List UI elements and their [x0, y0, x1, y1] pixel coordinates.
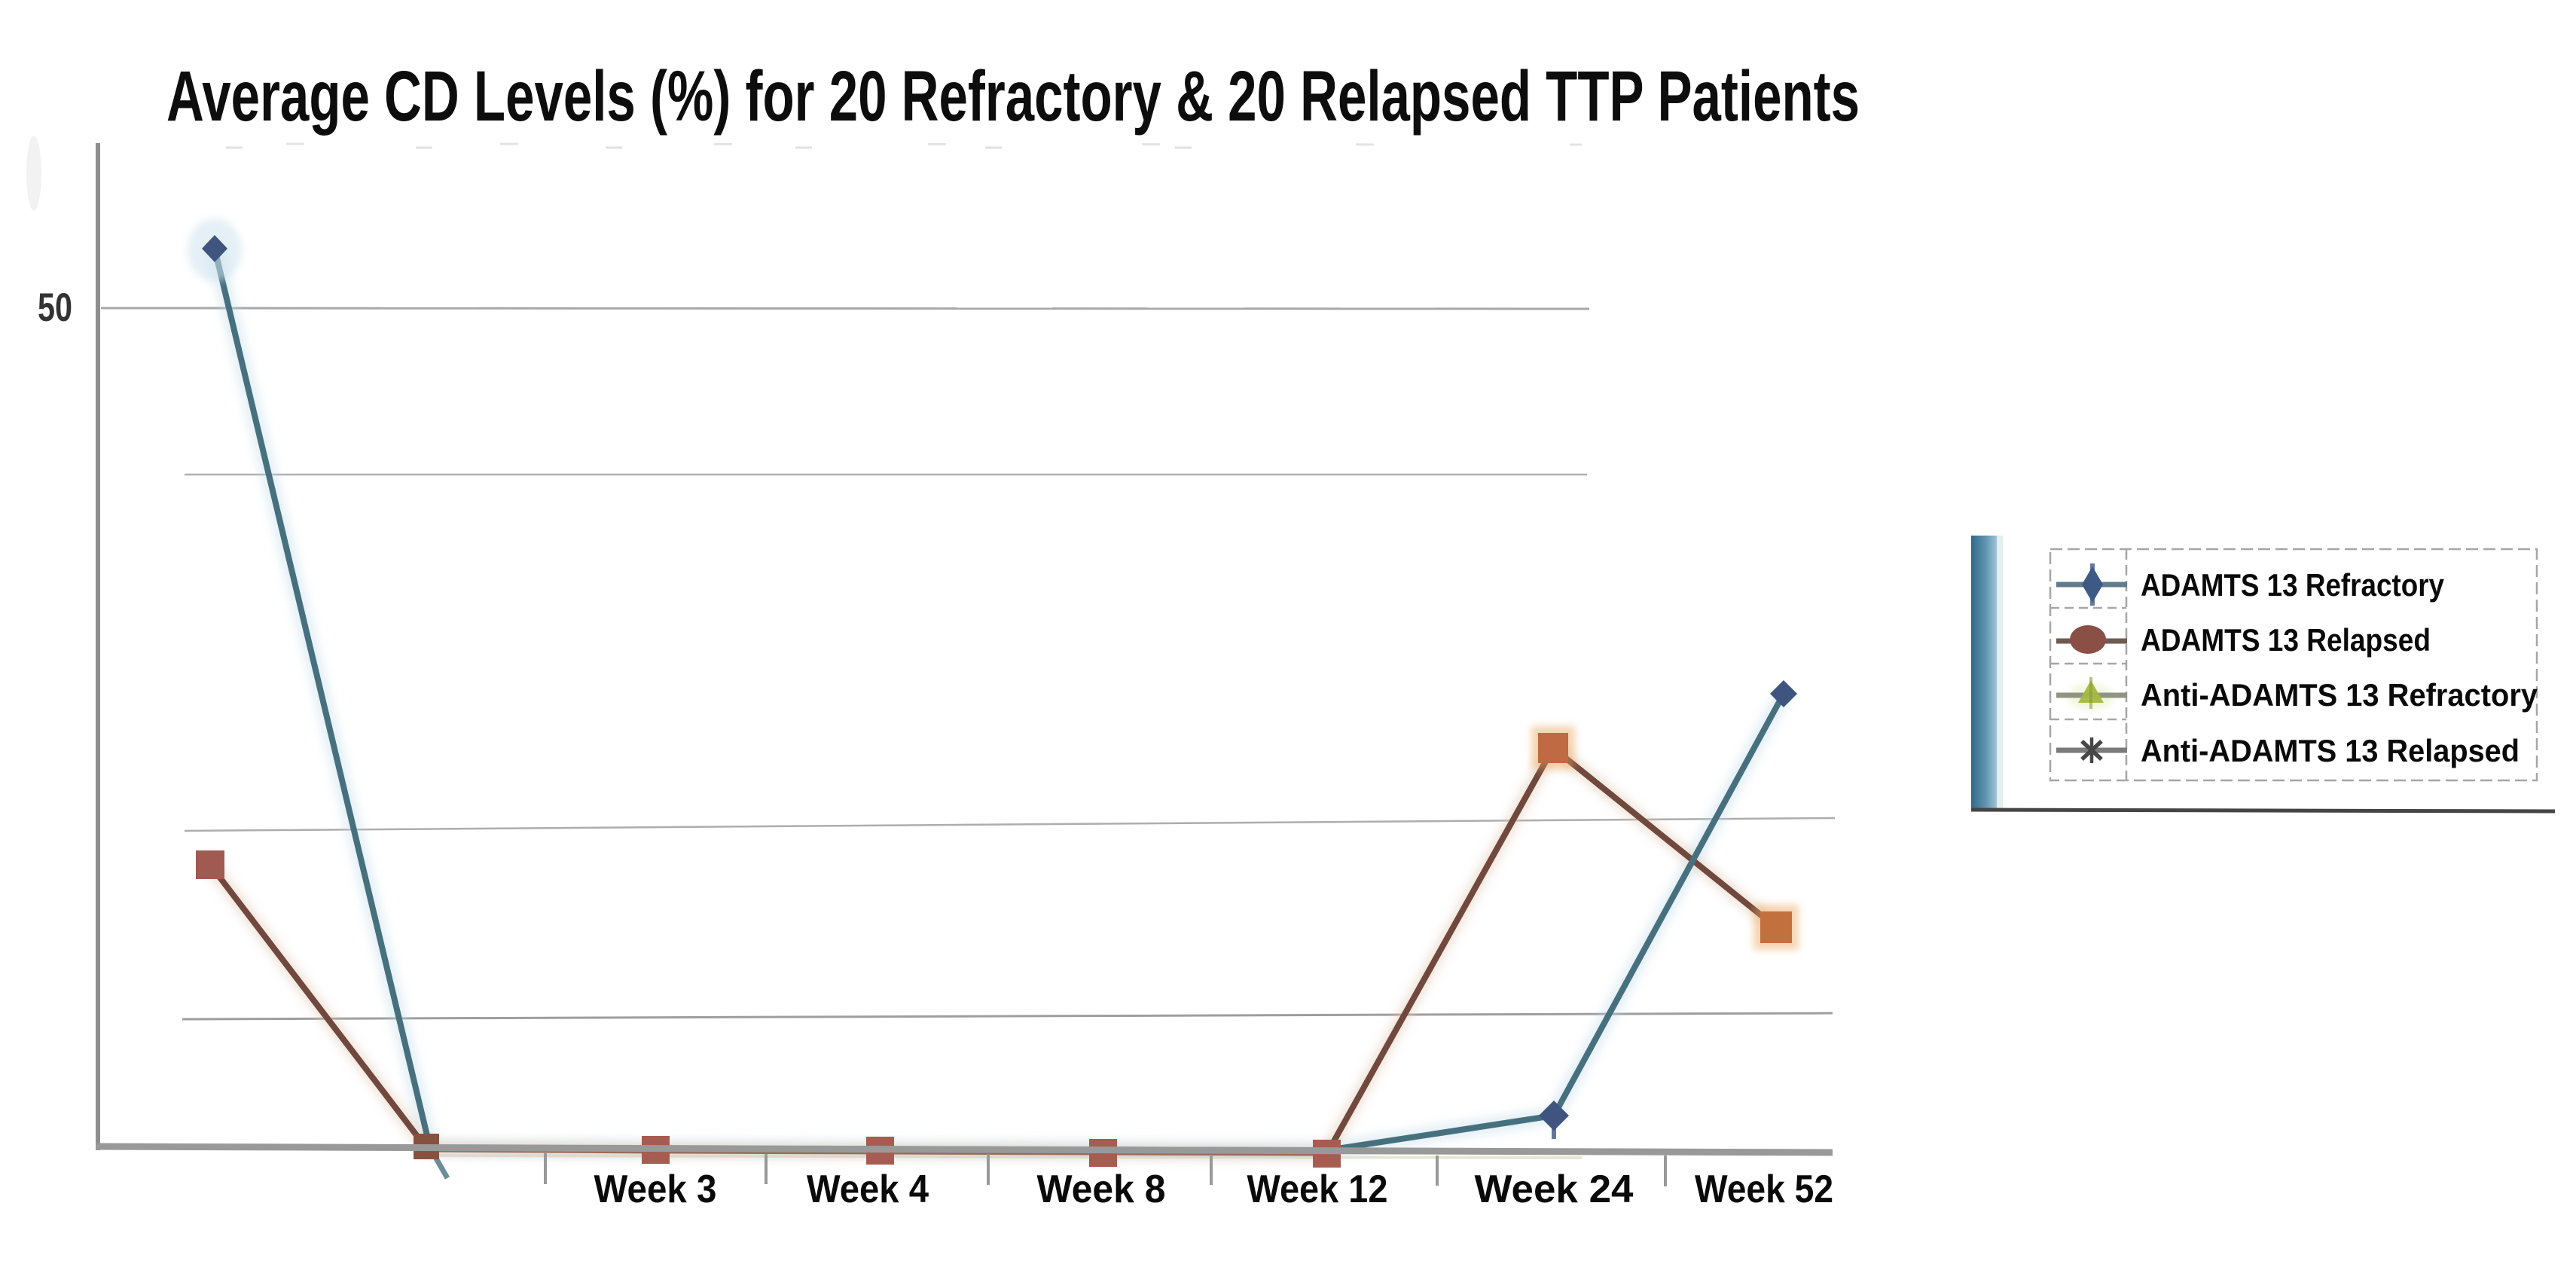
svg-text:Week 52: Week 52 [1695, 1168, 1833, 1211]
svg-text:Week 12: Week 12 [1247, 1168, 1388, 1211]
svg-text:50: 50 [38, 285, 72, 330]
svg-text:Anti-ADAMTS 13 Relapsed: Anti-ADAMTS 13 Relapsed [2141, 733, 2520, 768]
svg-text:Anti-ADAMTS 13 Refractory: Anti-ADAMTS 13 Refractory [2141, 677, 2538, 713]
svg-text:ADAMTS 13 Relapsed: ADAMTS 13 Relapsed [2141, 622, 2431, 658]
svg-text:Week 8: Week 8 [1037, 1168, 1166, 1211]
svg-text:Week 24: Week 24 [1475, 1168, 1634, 1211]
svg-text:Week 3: Week 3 [594, 1168, 717, 1211]
svg-text:Week 4: Week 4 [807, 1168, 929, 1211]
svg-text:Average CD Levels (%) for 20 R: Average CD Levels (%) for 20 Refractory … [166, 56, 1860, 136]
svg-text:ADAMTS 13 Refractory: ADAMTS 13 Refractory [2141, 567, 2445, 603]
